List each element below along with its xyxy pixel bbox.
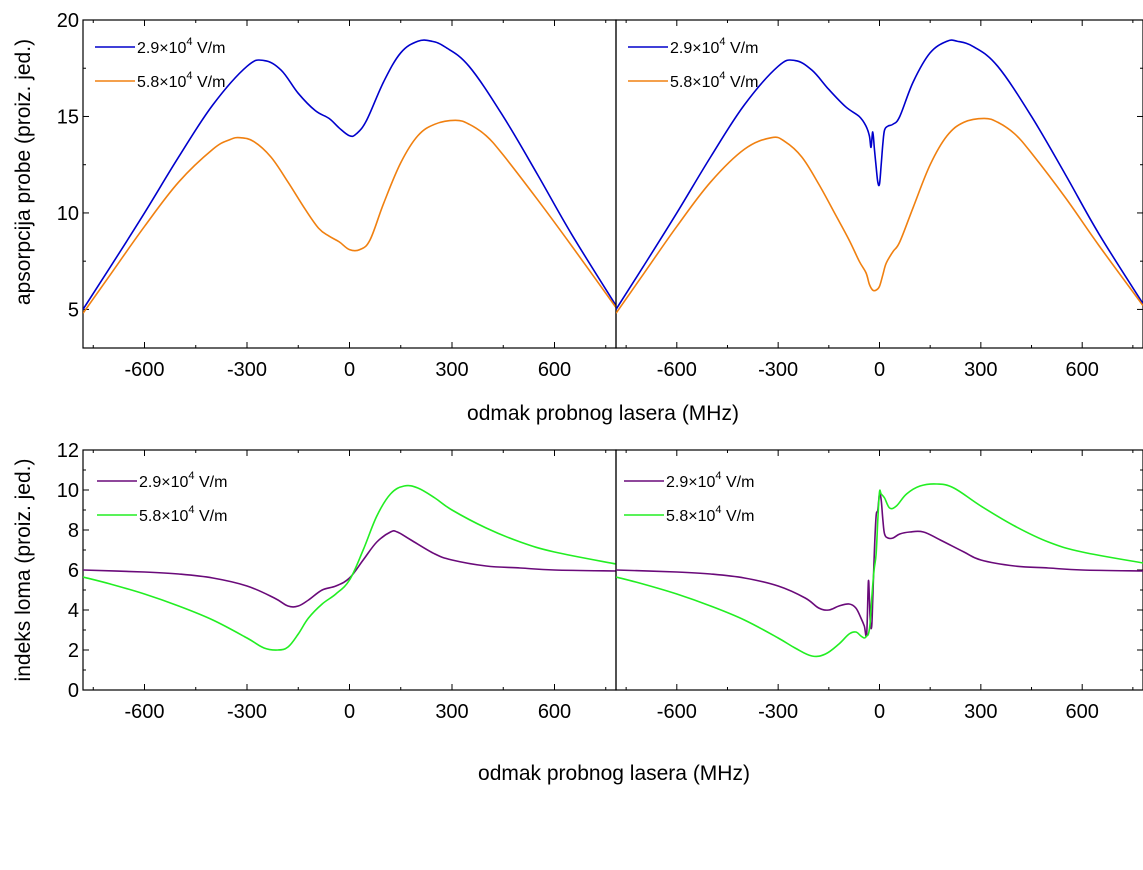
x-tick-label: 300	[435, 701, 468, 723]
x-tick-label: 600	[1066, 359, 1099, 381]
chart-refractive-right: -600 -300 0 300 600 2.9×104 V/m 5.8×104 V/m	[615, 449, 1143, 723]
series-line-1	[83, 529, 616, 608]
y-tick-label: 12	[57, 440, 79, 462]
x-tick-label: -300	[227, 359, 267, 381]
legend-label-2: 5.8×104 V/m	[670, 70, 758, 91]
x-tick-label: 300	[435, 359, 468, 381]
x-tick-label: 300	[964, 359, 997, 381]
legend-label-2: 5.8×104 V/m	[666, 504, 754, 525]
x-tick-label: 0	[344, 701, 355, 723]
chart-absorption-right: -600 -300 0 300 600 2.9×104 V/m 5.8×104 V/m	[615, 19, 1143, 381]
series-line-2	[83, 119, 616, 314]
legend-label-2: 5.8×104 V/m	[139, 504, 227, 525]
y-tick-label: 10	[57, 203, 79, 225]
x-tick-label: 0	[344, 359, 355, 381]
legend-label-1: 2.9×104 V/m	[137, 36, 225, 57]
series-line-1	[83, 39, 616, 310]
x-axis-title-top: odmak probnog lasera (MHz)	[467, 402, 739, 425]
x-tick-label: 0	[874, 359, 885, 381]
y-tick-label: 8	[68, 520, 79, 542]
x-tick-label: -600	[124, 701, 164, 723]
x-axis-title-bottom: odmak probnog lasera (MHz)	[478, 762, 750, 785]
series-line-1	[616, 39, 1143, 310]
x-tick-label: 600	[1066, 701, 1099, 723]
chart-absorption-left: -600 -300 0 300 600 5 10 15 20 2.9×104 V/m 5.8×104…	[57, 10, 617, 381]
series-line-2	[83, 484, 616, 651]
legend-label-1: 2.9×104 V/m	[666, 470, 754, 491]
x-tick-label: -600	[657, 359, 697, 381]
legend-label-1: 2.9×104 V/m	[670, 36, 758, 57]
x-tick-label: -300	[758, 701, 798, 723]
y-tick-label: 20	[57, 10, 79, 32]
y-tick-label: 2	[68, 640, 79, 662]
x-tick-label: -300	[758, 359, 798, 381]
x-tick-label: -300	[227, 701, 267, 723]
y-tick-label: 0	[68, 680, 79, 702]
y-tick-label: 15	[57, 106, 79, 128]
x-tick-label: 600	[538, 359, 571, 381]
chart-refractive-left: -600 -300 0 300 600 0 2 4 6 8 10 12 2.9×104 V/m 5.8×1…	[57, 440, 617, 723]
y-tick-label: 4	[68, 600, 79, 622]
x-tick-label: 300	[964, 701, 997, 723]
x-tick-label: -600	[124, 359, 164, 381]
y-tick-label: 10	[57, 480, 79, 502]
legend-label-1: 2.9×104 V/m	[139, 470, 227, 491]
y-axis-title-top: apsorpcija probe (proiz. jed.)	[12, 39, 35, 305]
series-line-2	[616, 117, 1143, 314]
x-tick-label: 600	[538, 701, 571, 723]
x-tick-label: 0	[874, 701, 885, 723]
y-axis-title-bottom: indeks loma (proiz. jed.)	[12, 459, 35, 682]
x-tick-label: -600	[657, 701, 697, 723]
series-line-2	[616, 483, 1143, 658]
legend-label-2: 5.8×104 V/m	[137, 70, 225, 91]
y-tick-label: 5	[68, 299, 79, 321]
y-tick-label: 6	[68, 560, 79, 582]
